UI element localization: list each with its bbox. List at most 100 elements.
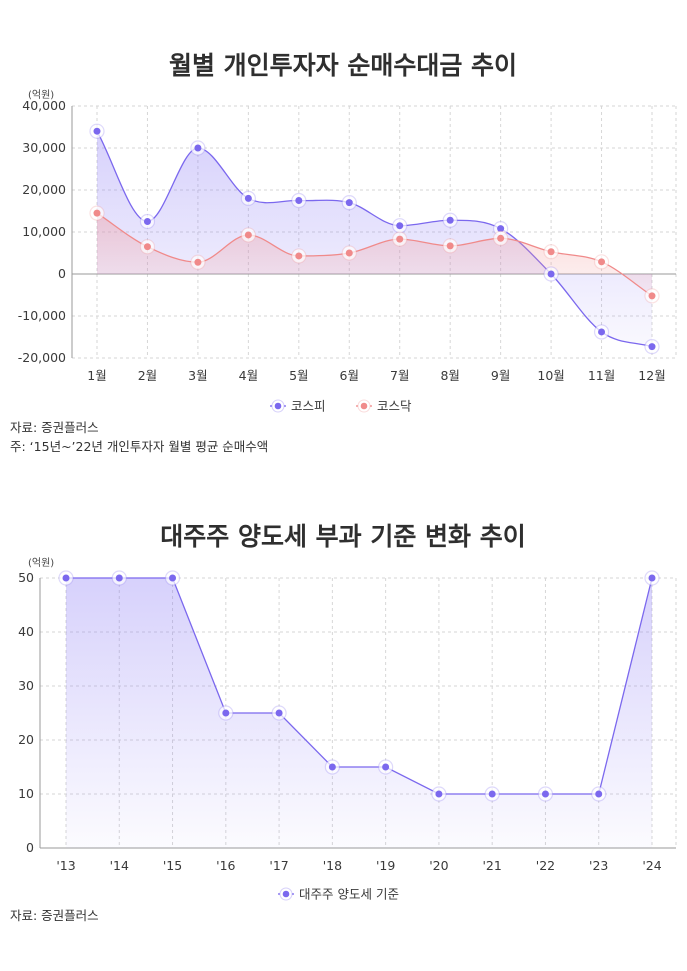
data-point (541, 790, 549, 798)
data-point (115, 574, 123, 582)
data-point (244, 231, 252, 239)
data-point (598, 328, 606, 336)
data-point (345, 199, 353, 207)
data-point (62, 574, 70, 582)
data-point (194, 144, 202, 152)
data-point (194, 258, 202, 266)
legend-marker (282, 890, 290, 898)
data-point (435, 790, 443, 798)
x-tick-label: '20 (429, 858, 448, 873)
chart-monthly-net-buying: 월별 개인투자자 순매수대금 추이 (억원) 40,000 30,000 20,00… (10, 51, 677, 454)
y-tick-label: -20,000 (18, 350, 66, 365)
data-point (93, 209, 101, 217)
data-point (648, 292, 656, 300)
legend-label: 코스피 (291, 399, 326, 414)
data-point (345, 249, 353, 257)
data-point (648, 574, 656, 582)
series-layer (89, 123, 660, 355)
x-tick-label: 10월 (537, 368, 564, 383)
source-note: 자료: 증권플러스 (10, 420, 99, 435)
y-tick-label: 50 (18, 570, 34, 585)
legend-marker (274, 402, 282, 410)
x-tick-label: '17 (269, 858, 288, 873)
y-tick-label: 0 (58, 266, 66, 281)
x-tick-label: '16 (216, 858, 235, 873)
x-tick-label: '22 (536, 858, 555, 873)
legend: 대주주 양도세 기준 (278, 887, 399, 902)
y-tick-label: 20,000 (22, 182, 66, 197)
data-point (488, 790, 496, 798)
data-point (169, 574, 177, 582)
x-axis: 1월 2월 3월 4월 5월 6월 7월 8월 9월 10월 11월 12월 (87, 368, 665, 383)
chart-major-shareholder-tax: 대주주 양도세 부과 기준 변화 추이 (억원) 50 40 30 20 10 0 '13… (10, 522, 677, 923)
x-tick-label: '23 (589, 858, 608, 873)
y-tick-label: 30,000 (22, 140, 66, 155)
x-tick-label: 6월 (340, 368, 359, 383)
y-tick-label: 0 (26, 840, 34, 855)
data-point (598, 258, 606, 266)
legend: 코스피 코스닥 (270, 399, 412, 414)
legend-label: 코스닥 (377, 399, 412, 414)
data-point (595, 790, 603, 798)
y-tick-label: 40,000 (22, 98, 66, 113)
x-tick-label: 3월 (188, 368, 207, 383)
data-point (295, 252, 303, 260)
x-tick-label: '21 (483, 858, 502, 873)
data-point (497, 225, 505, 233)
legend-marker (360, 402, 368, 410)
data-point (328, 763, 336, 771)
series-area (97, 131, 652, 347)
x-tick-label: 2월 (138, 368, 157, 383)
data-point (382, 763, 390, 771)
source-note: 자료: 증권플러스 (10, 908, 99, 923)
data-point (143, 243, 151, 251)
y-tick-label: 40 (18, 624, 34, 639)
x-tick-label: 1월 (87, 368, 106, 383)
x-tick-label: '24 (642, 858, 661, 873)
x-tick-label: 8월 (440, 368, 459, 383)
data-point (446, 242, 454, 250)
y-tick-label: -10,000 (18, 308, 66, 323)
y-tick-label: 10,000 (22, 224, 66, 239)
unit-label: (억원) (28, 557, 54, 569)
x-tick-label: '14 (110, 858, 129, 873)
y-axis: 50 40 30 20 10 0 (18, 570, 34, 855)
x-tick-label: '18 (323, 858, 342, 873)
data-point (93, 127, 101, 135)
series-layer (58, 570, 660, 848)
x-tick-label: 9월 (491, 368, 510, 383)
data-point (222, 709, 230, 717)
x-tick-label: '13 (56, 858, 75, 873)
data-point (547, 248, 555, 256)
y-tick-label: 20 (18, 732, 34, 747)
x-tick-label: '19 (376, 858, 395, 873)
x-tick-label: 11월 (588, 368, 615, 383)
y-tick-label: 10 (18, 786, 34, 801)
series-area (97, 213, 652, 296)
data-point (295, 197, 303, 204)
data-point (244, 194, 252, 202)
x-tick-label: 7월 (390, 368, 409, 383)
unit-label: (억원) (28, 89, 54, 101)
x-tick-label: 4월 (239, 368, 258, 383)
legend-label: 대주주 양도세 기준 (299, 887, 399, 902)
x-tick-label: 5월 (289, 368, 308, 383)
series-area (66, 578, 652, 848)
data-point (547, 270, 555, 278)
data-point (396, 235, 404, 243)
data-point (275, 709, 283, 717)
x-tick-label: 12월 (638, 368, 665, 383)
x-axis: '13 '14 '15 '16 '17 '18 '19 '20 '21 '22 '23 '24 (56, 858, 661, 873)
chart-title: 월별 개인투자자 순매수대금 추이 (169, 51, 517, 80)
y-tick-label: 30 (18, 678, 34, 693)
x-tick-label: '15 (163, 858, 182, 873)
footnote: 주: ‘15년~’22년 개인투자자 월별 평균 순매수액 (10, 439, 268, 454)
series-line (66, 577, 653, 795)
chart-title: 대주주 양도세 부과 기준 변화 추이 (160, 522, 526, 551)
data-point (648, 343, 656, 351)
data-point (446, 216, 454, 224)
data-point (497, 234, 505, 242)
y-axis: 40,000 30,000 20,000 10,000 0 -10,000 -20,000 (18, 98, 66, 365)
data-point (143, 218, 151, 225)
